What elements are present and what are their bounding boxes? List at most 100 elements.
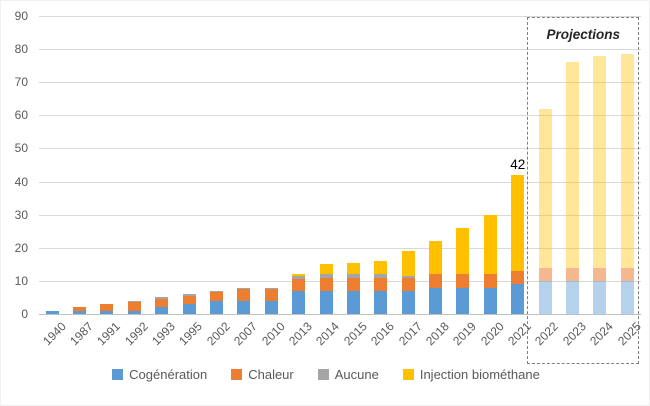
x-tick-label: 2014	[313, 319, 343, 349]
x-tick-label: 1993	[149, 319, 178, 349]
x-tick-label: 2007	[231, 319, 261, 349]
x-tick-label: 2021	[505, 319, 534, 349]
y-tick-label: 80	[14, 42, 28, 57]
legend-item-cogeneration: Cogénération	[112, 367, 207, 382]
bar-segment-chaleur	[155, 299, 169, 308]
bar-segment-chaleur	[319, 277, 333, 291]
y-tick-label: 40	[14, 174, 28, 189]
x-tick-label: 1995	[176, 319, 206, 349]
legend-label-chaleur: Chaleur	[248, 367, 294, 382]
gridline	[38, 115, 641, 117]
bar-segment-chaleur	[264, 289, 278, 301]
bar-segment-chaleur	[401, 277, 415, 291]
bar-segment-chaleur	[210, 292, 223, 301]
bar-segment-chaleur	[237, 289, 251, 301]
legend-item-aucune: Aucune	[317, 367, 379, 382]
legend-label-injection: Injection biométhane	[419, 367, 540, 382]
y-tick-label: 90	[14, 9, 28, 23]
bar-segment-cog-n-ration	[155, 307, 169, 314]
x-tick-label: 2015	[340, 319, 370, 349]
legend-swatch-aucune	[317, 369, 329, 380]
y-tick-label: 10	[14, 273, 28, 288]
x-tick-label: 2020	[477, 319, 507, 349]
bar-segment-injection-biom-thane	[566, 62, 580, 268]
bar-segment-cog-n-ration	[127, 310, 141, 314]
bar-segment-injection-biom-thane	[319, 264, 333, 275]
x-tick-label: 2025	[614, 319, 644, 349]
x-tick-label: 2022	[532, 319, 562, 349]
bar-segment-aucune	[155, 297, 169, 300]
bar-segment-aucune	[374, 274, 388, 278]
bar-annotation: 42	[510, 156, 526, 172]
bar-segment-cog-n-ration	[566, 280, 580, 314]
x-tick-label: 2010	[258, 319, 288, 349]
bar-segment-chaleur	[538, 267, 552, 281]
bar-segment-chaleur	[127, 302, 141, 311]
legend-swatch-chaleur	[231, 369, 243, 380]
bar-segment-cog-n-ration	[210, 300, 223, 314]
gridline	[38, 49, 641, 51]
gridline	[38, 247, 641, 249]
bar-segment-injection-biom-thane	[401, 251, 415, 276]
bar-segment-chaleur	[456, 274, 470, 288]
gridline	[38, 82, 641, 84]
legend-swatch-cogeneration	[112, 369, 124, 380]
y-tick-label: 30	[14, 207, 28, 222]
bar-segment-injection-biom-thane	[483, 214, 497, 275]
legend-item-injection: Injection biométhane	[402, 367, 540, 382]
bar-segment-chaleur	[511, 270, 525, 285]
x-tick-label: 2002	[203, 319, 233, 349]
bar-segment-injection-biom-thane	[511, 174, 525, 271]
bar-segment-chaleur	[429, 274, 443, 288]
bar-segment-cog-n-ration	[374, 290, 388, 314]
x-tick-label: 1992	[121, 319, 151, 349]
bar-segment-chaleur	[483, 274, 497, 288]
x-tick-label: 2018	[423, 319, 452, 349]
x-tick-label: 2017	[395, 319, 425, 349]
bar-segment-cog-n-ration	[620, 280, 634, 314]
bar-segment-chaleur	[182, 295, 196, 305]
bar-segment-chaleur	[73, 307, 87, 311]
y-tick-label: 20	[14, 240, 28, 255]
bar-segment-cog-n-ration	[319, 290, 333, 314]
bar-segment-chaleur	[566, 267, 580, 281]
legend-label-aucune: Aucune	[334, 367, 379, 382]
bar-segment-aucune	[237, 287, 251, 290]
legend-item-chaleur: Chaleur	[231, 367, 294, 382]
bar-segment-aucune	[210, 290, 223, 293]
bar-segment-cog-n-ration	[292, 290, 306, 314]
x-tick-label: 2024	[587, 319, 617, 349]
bar-segment-cog-n-ration	[237, 300, 251, 314]
gridline	[38, 16, 641, 17]
bar-segment-injection-biom-thane	[593, 55, 607, 268]
bar-segment-chaleur	[100, 304, 114, 311]
bar-segment-cog-n-ration	[73, 310, 87, 314]
bar-segment-chaleur	[620, 267, 634, 281]
bar-segment-cog-n-ration	[182, 304, 196, 314]
x-tick-label: 2019	[450, 319, 480, 349]
bar-segment-cog-n-ration	[511, 284, 525, 314]
bar-segment-aucune	[264, 287, 278, 290]
bar-segment-injection-biom-thane	[292, 274, 306, 276]
x-tick-label: 1940	[39, 319, 69, 349]
gridline	[38, 148, 641, 150]
gridline	[38, 181, 641, 183]
x-axis-line	[38, 314, 641, 315]
bar-segment-chaleur	[292, 279, 306, 291]
y-tick-label: 50	[14, 141, 28, 156]
y-tick-label: 60	[14, 108, 28, 123]
bar-segment-cog-n-ration	[429, 287, 443, 314]
bar-segment-aucune	[182, 294, 196, 296]
y-tick-label: 0	[21, 307, 28, 321]
bar-segment-cog-n-ration	[401, 290, 415, 314]
bar-segment-aucune	[292, 275, 306, 280]
bar-segment-cog-n-ration	[456, 287, 470, 314]
bar-segment-aucune	[127, 300, 141, 303]
bar-segment-injection-biom-thane	[456, 227, 470, 275]
x-tick-label: 2016	[368, 319, 398, 349]
bar-segment-injection-biom-thane	[538, 108, 552, 268]
x-tick-label: 2013	[286, 319, 315, 349]
bar-segment-chaleur	[374, 277, 388, 291]
bar-segment-aucune	[401, 275, 415, 278]
